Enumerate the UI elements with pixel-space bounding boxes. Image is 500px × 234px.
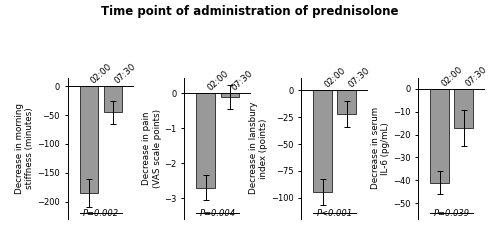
Text: P=0.002: P=0.002 bbox=[83, 208, 119, 218]
Y-axis label: Decrease in lansbury
index (points): Decrease in lansbury index (points) bbox=[249, 102, 268, 194]
Bar bbox=[220, 93, 239, 97]
Bar bbox=[338, 90, 356, 114]
Text: Time point of administration of prednisolone: Time point of administration of predniso… bbox=[101, 5, 399, 18]
Text: P=0.004: P=0.004 bbox=[200, 208, 236, 218]
Text: 07:30: 07:30 bbox=[464, 64, 488, 88]
Text: P<0.001: P<0.001 bbox=[316, 208, 353, 218]
Text: 02:00: 02:00 bbox=[206, 69, 231, 92]
Y-axis label: Decrease in pain
(VAS scale points): Decrease in pain (VAS scale points) bbox=[142, 109, 162, 188]
Text: P=0.039: P=0.039 bbox=[434, 208, 470, 218]
Y-axis label: Decrease in morning
stiffness (minutes): Decrease in morning stiffness (minutes) bbox=[15, 103, 34, 194]
Y-axis label: Decrease in serum
IL-6 (pg/mL): Decrease in serum IL-6 (pg/mL) bbox=[371, 107, 390, 189]
Bar bbox=[454, 89, 473, 128]
Bar bbox=[430, 89, 449, 183]
Text: 07:30: 07:30 bbox=[113, 62, 138, 86]
Text: 02:00: 02:00 bbox=[322, 66, 347, 89]
Text: 02:00: 02:00 bbox=[89, 62, 114, 86]
Text: 07:30: 07:30 bbox=[346, 66, 372, 89]
Bar bbox=[196, 93, 215, 188]
Bar bbox=[80, 86, 98, 193]
Bar bbox=[104, 86, 122, 112]
Text: 02:00: 02:00 bbox=[440, 65, 464, 88]
Text: 07:30: 07:30 bbox=[230, 68, 254, 92]
Bar bbox=[314, 90, 332, 192]
